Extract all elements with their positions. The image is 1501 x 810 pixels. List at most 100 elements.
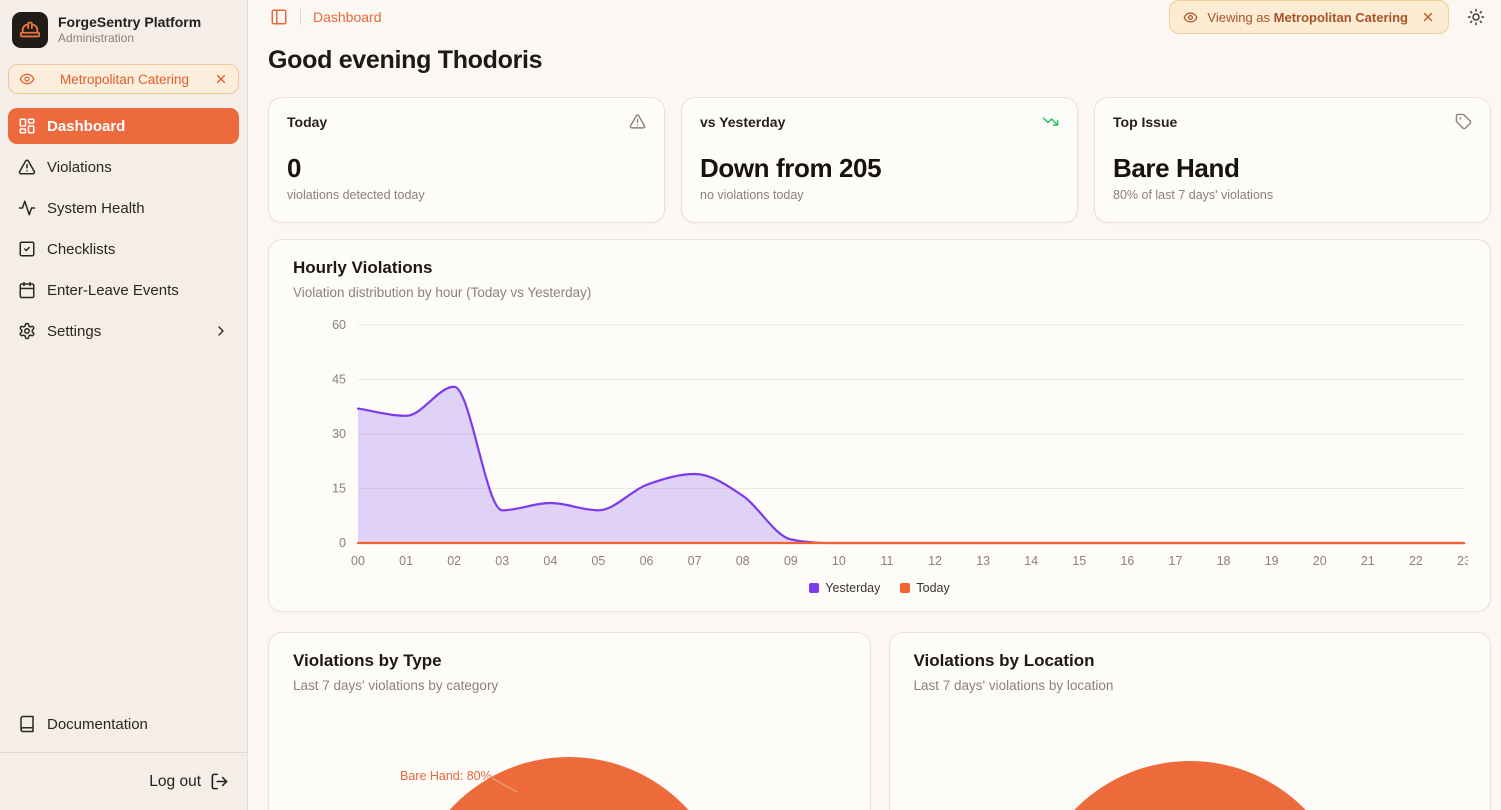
svg-text:07: 07	[688, 554, 702, 568]
violations-by-type-card: Violations by Type Last 7 days' violatio…	[268, 632, 871, 810]
alert-triangle-icon	[629, 113, 646, 130]
chart-title: Violations by Type	[293, 651, 442, 670]
stat-card-today: Today 0 violations detected today	[268, 97, 665, 223]
stat-title: Top Issue	[1113, 113, 1178, 130]
legend-item-yesterday: Yesterday	[809, 581, 880, 595]
violations-by-location-card: Violations by Location Last 7 days' viol…	[888, 632, 1491, 810]
tag-icon	[1455, 113, 1472, 130]
sidebar-item-violations[interactable]: Violations	[8, 149, 239, 185]
legend-swatch-yesterday	[809, 583, 820, 593]
app-header: ForgeSentry Platform Administration	[0, 0, 247, 52]
svg-text:02: 02	[447, 554, 461, 568]
svg-text:30: 30	[332, 427, 346, 441]
svg-text:05: 05	[591, 554, 605, 568]
logout-icon	[210, 772, 229, 791]
layout-dashboard-icon	[18, 117, 36, 135]
topbar-divider	[300, 9, 301, 25]
eye-icon	[1183, 10, 1198, 25]
sidebar-item-label: Violations	[47, 158, 112, 176]
svg-text:23: 23	[1457, 554, 1468, 568]
svg-text:04: 04	[543, 554, 557, 568]
stat-title: vs Yesterday	[700, 113, 786, 130]
bottom-charts-row: Violations by Type Last 7 days' violatio…	[268, 632, 1491, 810]
gear-icon	[18, 322, 36, 340]
svg-text:17: 17	[1169, 554, 1183, 568]
sun-icon	[1467, 8, 1485, 26]
stat-caption: no violations today	[700, 187, 804, 202]
sidebar-item-label: System Health	[47, 199, 145, 217]
org-badge-label: Metropolitan Catering	[59, 71, 190, 87]
chevron-right-icon	[213, 323, 229, 339]
chart-subtitle: Violation distribution by hour (Today vs…	[293, 285, 592, 300]
svg-text:15: 15	[332, 482, 346, 496]
stat-value: Bare Hand	[1113, 153, 1240, 183]
svg-text:0: 0	[339, 536, 346, 550]
svg-text:21: 21	[1361, 554, 1375, 568]
hourly-violations-chart: 0 15 30 45 60 00 01 02 03 04 05 06 07 08 09 10 11 12 13 14 1…	[332, 318, 1471, 568]
sidebar-toggle-button[interactable]	[270, 8, 288, 26]
svg-text:18: 18	[1217, 554, 1231, 568]
legend-swatch-today	[900, 583, 911, 593]
square-check-icon	[18, 240, 36, 258]
stat-card-vs-yesterday: vs Yesterday Down from 205 no violations…	[681, 97, 1078, 223]
sidebar-item-label: Documentation	[47, 715, 148, 733]
theme-toggle-button[interactable]	[1467, 8, 1485, 26]
svg-text:03: 03	[495, 554, 509, 568]
sidebar-item-documentation[interactable]: Documentation	[8, 706, 239, 742]
svg-text:06: 06	[640, 554, 654, 568]
page-title: Good evening Thodoris	[268, 46, 543, 74]
app-subtitle: Administration	[58, 31, 135, 46]
pie-chart-location	[1028, 761, 1351, 810]
svg-text:45: 45	[332, 373, 346, 387]
sidebar-item-system-health[interactable]: System Health	[8, 190, 239, 226]
svg-text:09: 09	[784, 554, 798, 568]
sidebar-item-dashboard[interactable]: Dashboard	[8, 108, 239, 144]
viewing-as-org: Metropolitan Catering	[1273, 9, 1408, 25]
pie-slice-label: Bare Hand: 80%	[400, 769, 492, 783]
stats-row: Today 0 violations detected today vs Yes…	[268, 97, 1491, 223]
svg-text:22: 22	[1409, 554, 1423, 568]
close-icon	[214, 72, 228, 86]
sidebar-item-label: Dashboard	[47, 117, 126, 135]
eye-icon	[19, 71, 35, 87]
svg-text:20: 20	[1313, 554, 1327, 568]
trending-down-icon	[1042, 113, 1059, 130]
book-icon	[18, 715, 36, 733]
stat-value: 0	[287, 153, 302, 183]
svg-text:10: 10	[832, 554, 846, 568]
topbar: Dashboard Viewing as Metropolitan Cateri…	[248, 0, 1501, 34]
main-area: Dashboard Viewing as Metropolitan Cateri…	[248, 0, 1501, 810]
calendar-icon	[18, 281, 36, 299]
stat-value: Down from 205	[700, 153, 882, 183]
svg-text:15: 15	[1072, 554, 1086, 568]
hourly-violations-card: Hourly Violations Violation distribution…	[268, 239, 1491, 612]
sidebar-item-label: Enter-Leave Events	[47, 281, 179, 299]
alert-triangle-icon	[18, 158, 36, 176]
org-scope-badge: Metropolitan Catering	[8, 64, 239, 94]
svg-text:08: 08	[736, 554, 750, 568]
app-name: ForgeSentry Platform	[58, 13, 202, 30]
svg-text:01: 01	[399, 554, 413, 568]
svg-text:00: 00	[351, 554, 365, 568]
sidebar-item-settings[interactable]: Settings	[8, 313, 239, 349]
close-icon	[1421, 10, 1435, 24]
viewing-as-close-button[interactable]	[1421, 10, 1435, 24]
sidebar-item-enter-leave-events[interactable]: Enter-Leave Events	[8, 272, 239, 308]
hard-hat-icon	[19, 19, 41, 41]
svg-text:16: 16	[1120, 554, 1134, 568]
breadcrumb[interactable]: Dashboard	[313, 9, 382, 25]
stat-caption: violations detected today	[287, 187, 425, 202]
logout-button[interactable]: Log out	[0, 752, 247, 810]
stat-title: Today	[287, 113, 328, 130]
app-logo	[12, 12, 48, 48]
logout-label: Log out	[149, 772, 201, 790]
chart-title: Violations by Location	[913, 651, 1095, 670]
svg-text:19: 19	[1265, 554, 1279, 568]
sidebar-item-checklists[interactable]: Checklists	[8, 231, 239, 267]
svg-text:13: 13	[976, 554, 990, 568]
org-badge-close-button[interactable]	[214, 72, 228, 86]
sidebar-nav: Dashboard Violations System Health Check…	[0, 98, 247, 353]
svg-text:12: 12	[928, 554, 942, 568]
pie-label-connector	[491, 777, 518, 793]
legend-label: Today	[916, 581, 950, 595]
